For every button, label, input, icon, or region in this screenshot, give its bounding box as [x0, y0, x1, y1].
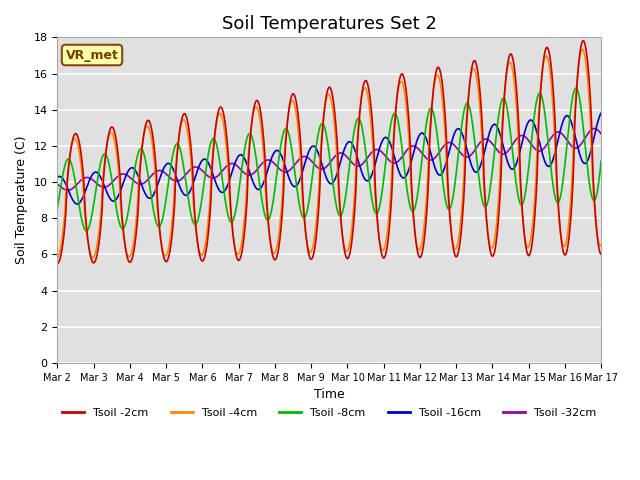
- Tsoil -16cm: [120, 178, 128, 184]
- Tsoil -16cm: [63, 185, 71, 191]
- Tsoil -4cm: [579, 47, 586, 52]
- Line: Tsoil -16cm: Tsoil -16cm: [58, 113, 601, 204]
- Tsoil -8cm: [396, 131, 404, 136]
- Line: Tsoil -8cm: Tsoil -8cm: [58, 88, 601, 231]
- Tsoil -8cm: [412, 201, 420, 206]
- Tsoil -32cm: [597, 131, 605, 137]
- Tsoil -4cm: [597, 242, 605, 248]
- Tsoil -2cm: [175, 138, 182, 144]
- Title: Soil Temperatures Set 2: Soil Temperatures Set 2: [222, 15, 436, 33]
- X-axis label: Time: Time: [314, 388, 345, 401]
- Tsoil -16cm: [54, 175, 61, 180]
- Tsoil -2cm: [54, 261, 61, 266]
- Tsoil -8cm: [120, 225, 128, 231]
- Line: Tsoil -4cm: Tsoil -4cm: [58, 49, 601, 258]
- Tsoil -32cm: [204, 173, 212, 179]
- Tsoil -8cm: [54, 205, 61, 211]
- Tsoil -32cm: [54, 181, 61, 187]
- Tsoil -4cm: [120, 230, 127, 236]
- Tsoil -2cm: [579, 38, 587, 44]
- Tsoil -8cm: [175, 143, 183, 149]
- Tsoil -2cm: [597, 252, 605, 257]
- Line: Tsoil -2cm: Tsoil -2cm: [58, 41, 601, 264]
- Tsoil -2cm: [412, 232, 419, 238]
- Tsoil -32cm: [412, 144, 420, 150]
- Tsoil -2cm: [63, 180, 71, 186]
- Tsoil -8cm: [204, 154, 212, 159]
- Text: VR_met: VR_met: [65, 48, 118, 61]
- Tsoil -16cm: [412, 141, 420, 147]
- Tsoil -32cm: [64, 187, 72, 193]
- Tsoil -8cm: [63, 156, 71, 162]
- Tsoil -4cm: [396, 82, 403, 87]
- Y-axis label: Soil Temperature (C): Soil Temperature (C): [15, 136, 28, 264]
- Tsoil -4cm: [63, 174, 71, 180]
- Line: Tsoil -32cm: Tsoil -32cm: [58, 129, 601, 190]
- Tsoil -16cm: [175, 182, 183, 188]
- Tsoil -4cm: [412, 232, 419, 238]
- Tsoil -4cm: [175, 136, 182, 142]
- Tsoil -4cm: [54, 255, 61, 261]
- Tsoil -32cm: [63, 187, 71, 193]
- Tsoil -32cm: [591, 126, 598, 132]
- Tsoil -32cm: [175, 178, 183, 183]
- Tsoil -32cm: [120, 171, 128, 177]
- Tsoil -16cm: [204, 159, 212, 165]
- Tsoil -8cm: [572, 85, 580, 91]
- Tsoil -4cm: [204, 228, 211, 233]
- Tsoil -16cm: [597, 110, 605, 116]
- Tsoil -2cm: [204, 240, 211, 246]
- Tsoil -8cm: [597, 157, 605, 163]
- Tsoil -16cm: [396, 171, 404, 177]
- Tsoil -32cm: [396, 156, 404, 162]
- Legend: Tsoil -2cm, Tsoil -4cm, Tsoil -8cm, Tsoil -16cm, Tsoil -32cm: Tsoil -2cm, Tsoil -4cm, Tsoil -8cm, Tsoi…: [58, 404, 601, 422]
- Tsoil -16cm: [73, 201, 81, 207]
- Tsoil -2cm: [120, 227, 127, 232]
- Tsoil -8cm: [83, 228, 90, 234]
- Tsoil -2cm: [396, 78, 403, 84]
